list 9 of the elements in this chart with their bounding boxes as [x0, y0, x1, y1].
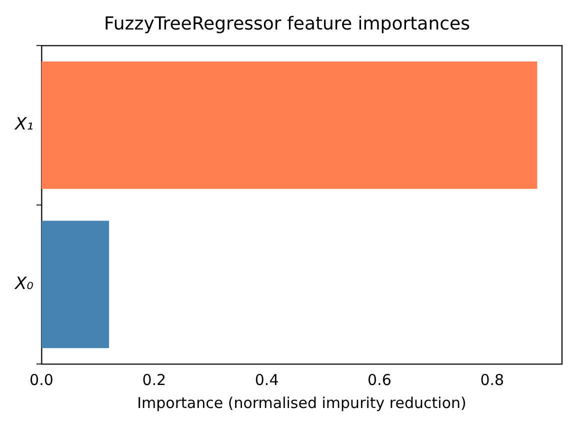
y-tick-label: X₁: [14, 114, 34, 135]
x-axis-title: Importance (normalised impurity reduction): [137, 394, 466, 412]
chart-title: FuzzyTreeRegressor feature importances: [104, 13, 470, 34]
x-tick-label: 0.6: [368, 370, 392, 389]
x-tick-label: 0.0: [30, 370, 54, 389]
x-tick-label: 0.8: [480, 370, 504, 389]
x-tick-label: 0.2: [142, 370, 166, 389]
y-tick-label: X₀: [14, 274, 34, 294]
x-tick-label: 0.4: [254, 370, 279, 389]
